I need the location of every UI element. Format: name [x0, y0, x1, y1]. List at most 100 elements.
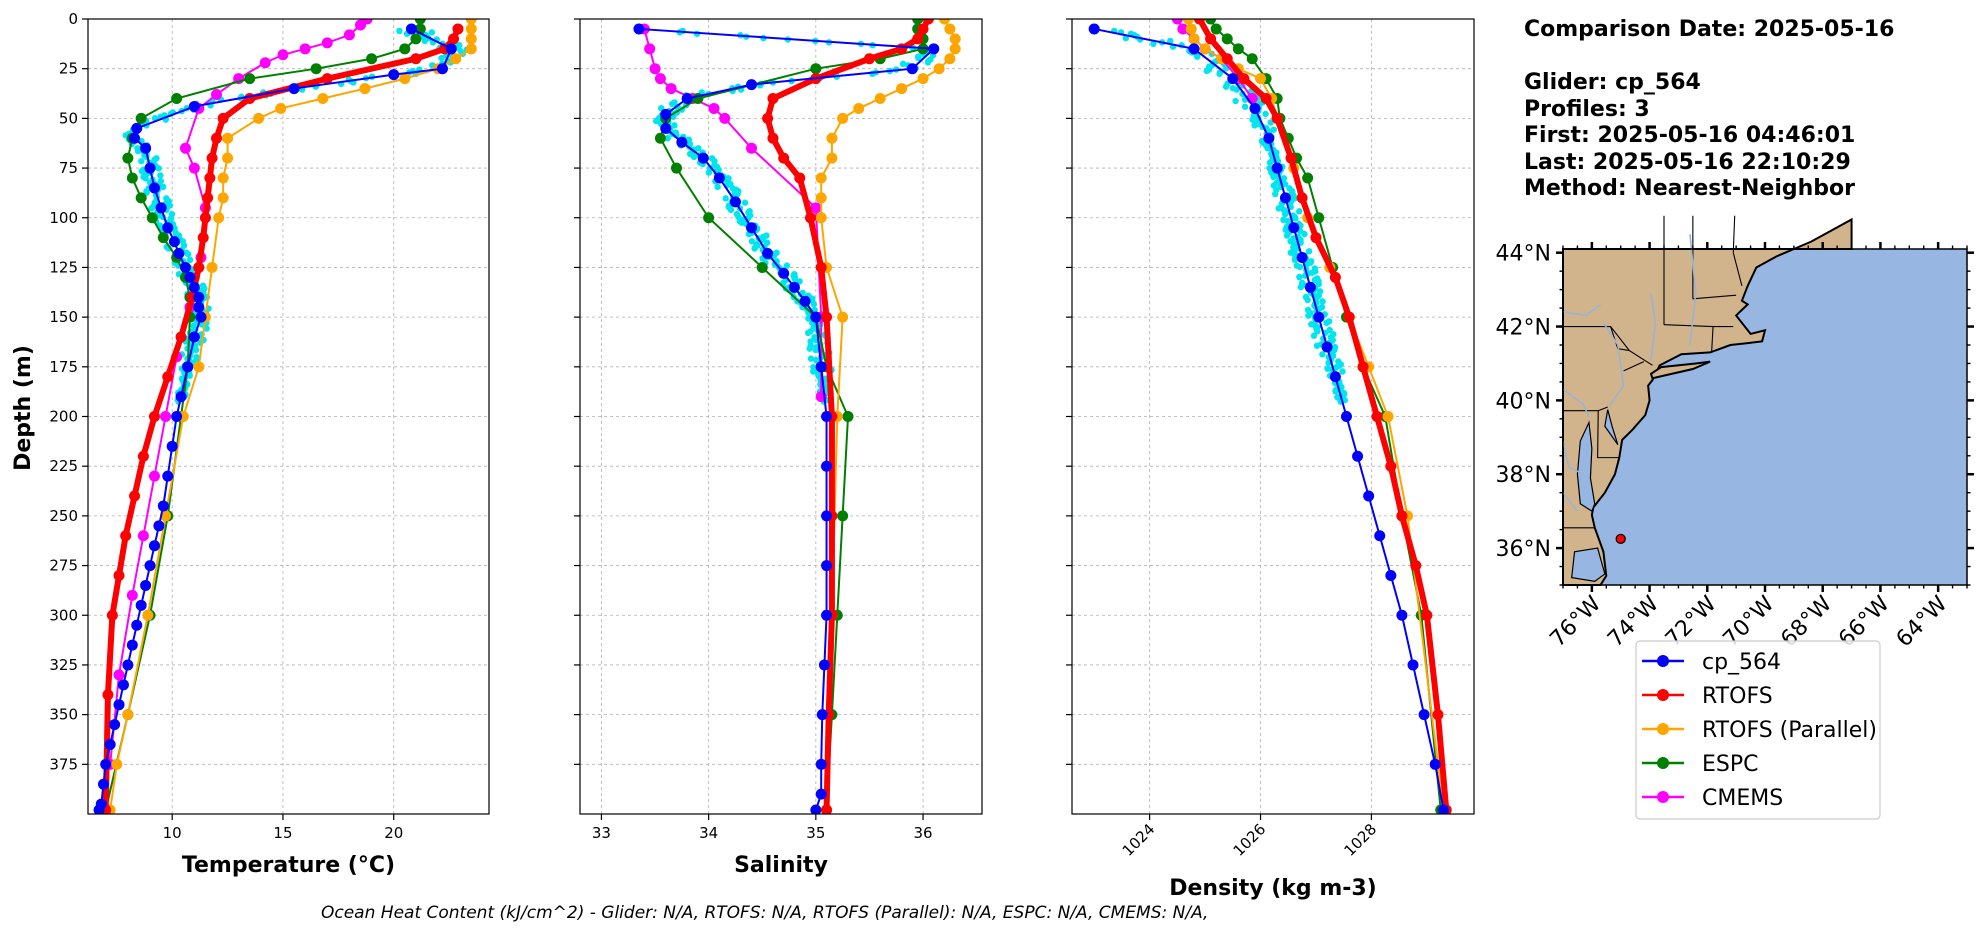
series-point: [1249, 102, 1261, 114]
series-point: [288, 83, 300, 95]
series-point: [853, 102, 865, 114]
river: [1602, 322, 1625, 407]
series-point: [1321, 341, 1333, 353]
series-point: [670, 162, 682, 174]
series-point: [1313, 311, 1325, 323]
glider-raw-point: [1167, 37, 1174, 45]
glider-raw-point: [671, 122, 678, 129]
series-point: [944, 53, 956, 65]
glider-raw-point: [1292, 215, 1299, 222]
series-point: [1088, 23, 1100, 35]
series-line-cp-564: [638, 27, 937, 811]
series-point: [1199, 43, 1211, 55]
series-point: [713, 172, 725, 184]
y-tick-label: 250: [49, 507, 78, 525]
series-point: [1418, 709, 1430, 721]
series-point: [1221, 53, 1233, 65]
glider-raw-point: [1241, 103, 1249, 110]
series-point: [810, 63, 822, 75]
river: [1562, 440, 1584, 475]
series-point: [746, 79, 758, 91]
series-point: [137, 530, 149, 542]
river: [1689, 234, 1697, 346]
glider-raw-point: [1222, 83, 1230, 90]
series-point: [171, 411, 183, 422]
long-island: [1649, 360, 1711, 380]
glider-raw-point: [1266, 159, 1274, 166]
x-tick-label: 34: [699, 824, 718, 842]
series-point: [681, 93, 693, 104]
series-point: [175, 331, 187, 343]
pamlico-sound: [1570, 547, 1606, 582]
series-point: [1260, 93, 1272, 104]
series-point: [794, 172, 806, 184]
glider-raw-point: [727, 206, 735, 213]
series-point: [100, 758, 112, 770]
series-point: [810, 311, 822, 323]
glider-raw-point: [1332, 388, 1339, 395]
series-point: [175, 391, 187, 403]
series-point: [199, 212, 211, 224]
series-point: [343, 29, 355, 41]
series-point: [1194, 19, 1206, 25]
y-tick-label: 350: [49, 706, 78, 724]
series-point: [906, 63, 918, 75]
series-point: [1288, 222, 1300, 234]
series-point: [122, 659, 134, 671]
series-point: [399, 43, 411, 55]
series-point: [912, 33, 924, 45]
series-point: [206, 152, 218, 164]
x-tick-label: 36: [913, 824, 932, 842]
series-point: [826, 152, 838, 164]
map-lat-label: 44°N: [1496, 242, 1551, 267]
series-point: [184, 271, 196, 283]
series-point: [321, 37, 333, 49]
series-point: [126, 172, 138, 184]
series-point: [1263, 132, 1275, 144]
ocean-heat-content-footer: Ocean Heat Content (kJ/cm^2) - Glider: N…: [321, 903, 1208, 923]
series-point: [810, 202, 822, 214]
x-axis-label: Temperature (°C): [182, 853, 395, 878]
x-tick-label: 10: [163, 824, 182, 842]
series-point: [277, 49, 289, 61]
series-point: [665, 83, 677, 95]
glider-raw-point: [396, 27, 403, 35]
legend-marker: [1657, 723, 1669, 735]
glider-raw-point: [805, 315, 812, 322]
comparison-date: Comparison Date: 2025-05-16: [1524, 17, 1894, 42]
series-point: [193, 261, 205, 273]
series-point: [122, 152, 134, 164]
info-block: Comparison Date: 2025-05-16 Glider: cp_5…: [1524, 17, 1894, 201]
series-point: [837, 311, 849, 323]
series-point: [1271, 162, 1283, 174]
series-point: [762, 112, 774, 124]
series-point: [1357, 361, 1369, 373]
series-point: [217, 192, 229, 204]
glider-raw-point: [1296, 273, 1303, 281]
glider-raw-point: [166, 202, 174, 209]
y-tick-label: 200: [49, 408, 78, 426]
glider-raw-point: [186, 256, 194, 264]
glider-raw-point: [1283, 232, 1291, 239]
series-point: [195, 311, 207, 323]
series-point: [815, 788, 827, 800]
legend-marker: [1657, 689, 1669, 701]
series-point: [1432, 709, 1444, 721]
plot-area: [633, 19, 961, 814]
series-point: [837, 112, 849, 124]
glider-raw-point: [1296, 208, 1303, 215]
series-point: [388, 69, 400, 81]
series-point: [179, 261, 191, 273]
river: [1650, 293, 1657, 360]
series-point: [465, 33, 477, 45]
series-point: [896, 43, 908, 55]
series-point: [122, 709, 134, 721]
series-point: [778, 267, 790, 279]
series-point: [815, 212, 827, 224]
series-point: [1227, 73, 1239, 85]
glider-raw-point: [1216, 70, 1223, 78]
map-lat-label: 38°N: [1496, 463, 1551, 488]
legend-label: CMEMS: [1702, 786, 1783, 811]
series-point: [922, 19, 934, 25]
series-point: [193, 291, 205, 303]
